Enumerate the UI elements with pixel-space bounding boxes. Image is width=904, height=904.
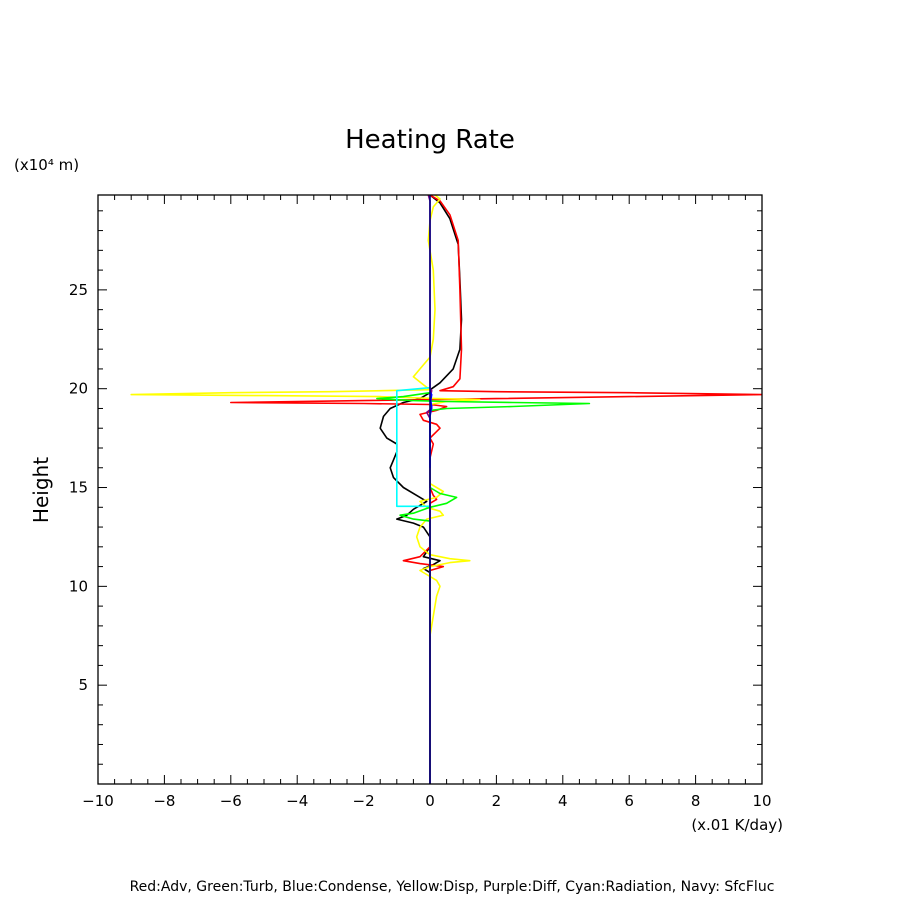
y-axis-label: Height <box>29 457 53 523</box>
x-tick-label: −4 <box>286 792 308 810</box>
x-tick-label: 0 <box>425 792 435 810</box>
series-line <box>379 195 463 784</box>
series-line <box>230 195 762 784</box>
x-tick-label: 8 <box>691 792 701 810</box>
x-tick-label: −10 <box>82 792 114 810</box>
y-tick-label: 5 <box>78 676 88 694</box>
y-tick-label: 10 <box>69 577 88 595</box>
x-tick-label: −2 <box>353 792 375 810</box>
y-tick-label: 15 <box>69 479 88 497</box>
x-axis-unit: (x.01 K/day) <box>691 816 783 834</box>
x-tick-label: 2 <box>492 792 502 810</box>
x-tick-label: −6 <box>220 792 242 810</box>
legend-text: Red:Adv, Green:Turb, Blue:Condense, Yell… <box>130 879 775 895</box>
y-tick-label: 25 <box>69 281 88 299</box>
x-tick-label: −8 <box>153 792 175 810</box>
plot-frame <box>97 194 763 785</box>
x-tick-label: 6 <box>624 792 634 810</box>
series-lines <box>130 195 762 784</box>
x-tick-label: 10 <box>752 792 771 810</box>
y-axis-unit: (x10⁴ m) <box>14 156 79 174</box>
y-tick-label: 20 <box>69 380 88 398</box>
chart-title: Heating Rate <box>345 125 515 155</box>
series-line <box>396 386 431 508</box>
x-tick-label: 4 <box>558 792 568 810</box>
axis-ticks: −10 −8 −6 −4 −2 0 2 4 6 8 10 5 10 15 20 25 <box>69 195 772 810</box>
series-line <box>376 391 591 784</box>
